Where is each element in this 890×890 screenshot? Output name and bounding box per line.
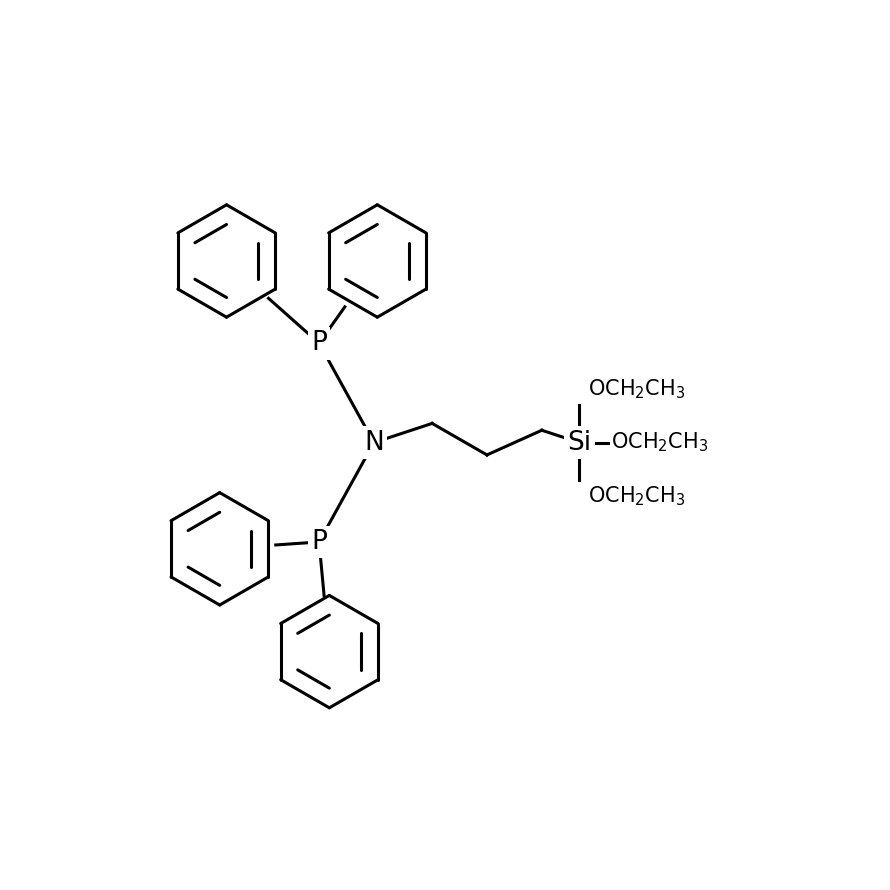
Text: P: P [312, 330, 327, 356]
Text: OCH$_2$CH$_3$: OCH$_2$CH$_3$ [587, 484, 685, 508]
Text: OCH$_2$CH$_3$: OCH$_2$CH$_3$ [587, 377, 685, 401]
Text: N: N [364, 430, 384, 456]
Text: P: P [312, 529, 327, 555]
Text: OCH$_2$CH$_3$: OCH$_2$CH$_3$ [611, 431, 708, 455]
Text: Si: Si [568, 430, 592, 456]
